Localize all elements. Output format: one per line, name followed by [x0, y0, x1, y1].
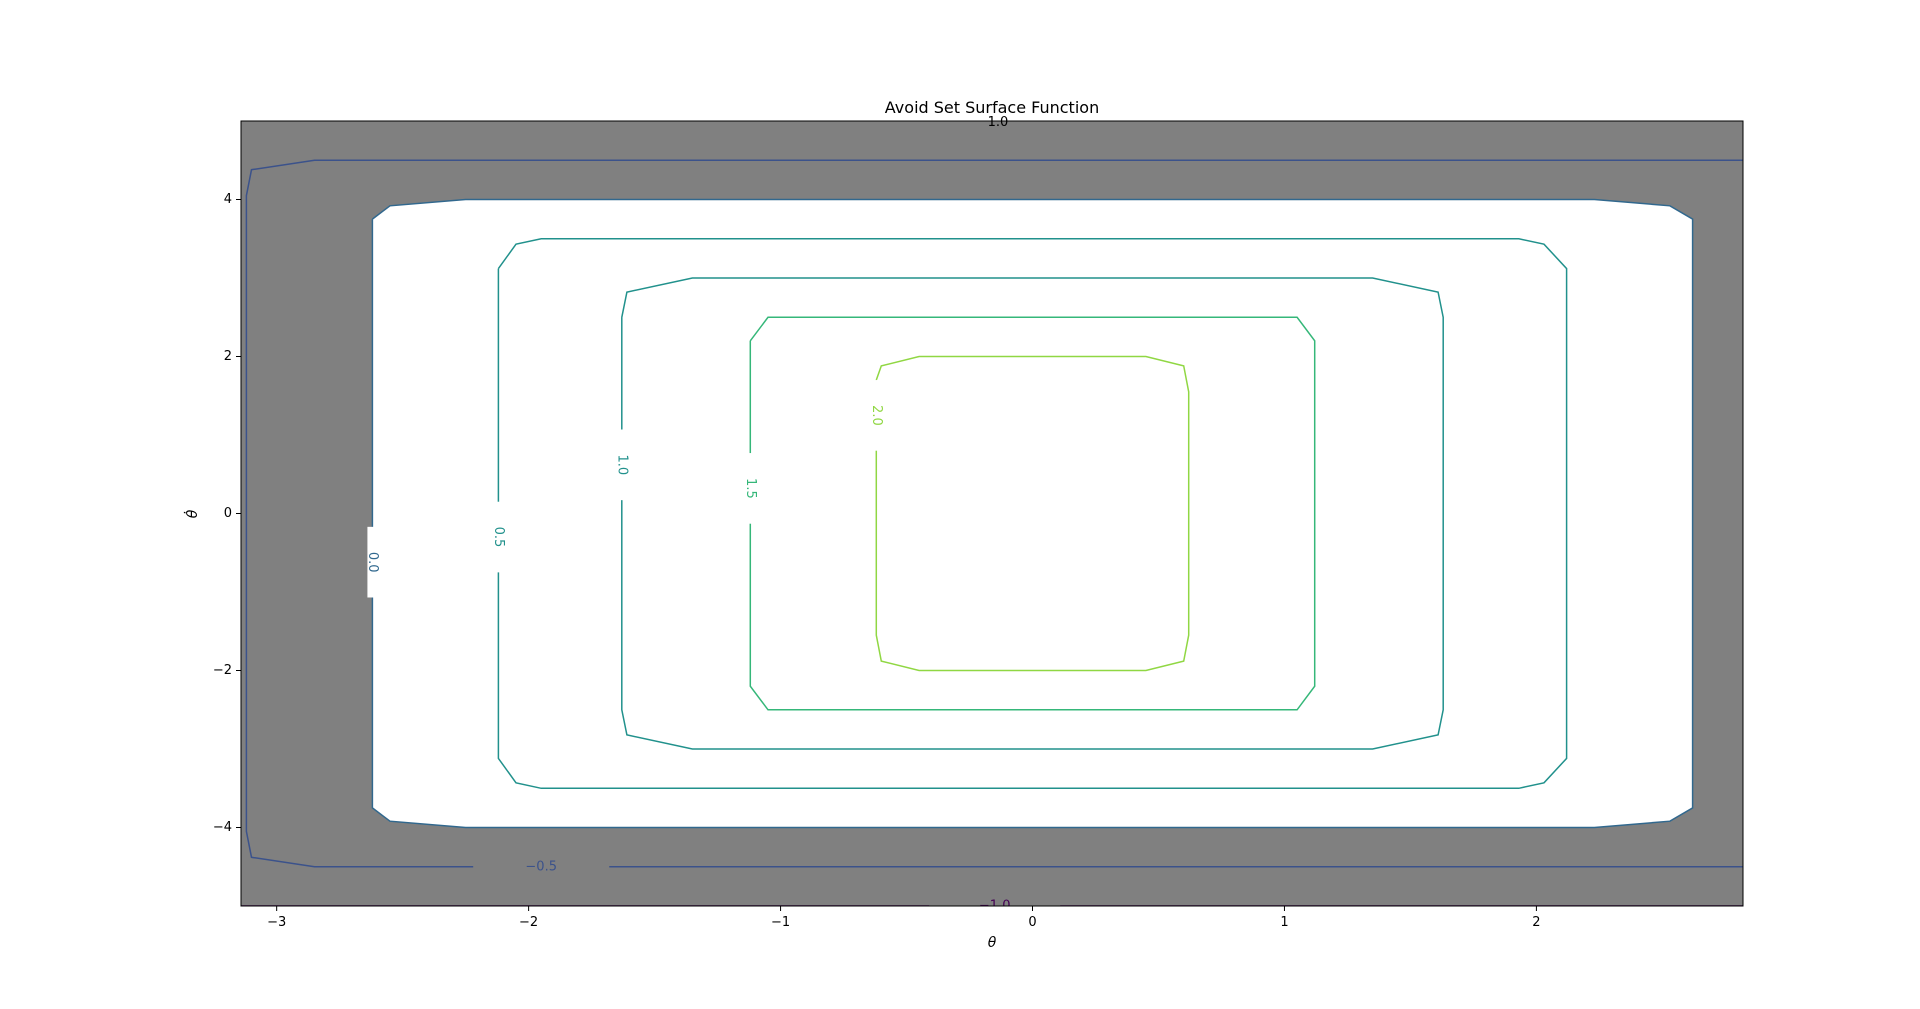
x-tick-label: 0: [1028, 915, 1036, 930]
contour-line-2: [371, 198, 1694, 829]
contour-label-gap-3: [493, 501, 504, 573]
contour-label-0: −1.0: [979, 899, 1011, 914]
x-tick-label: 2: [1532, 915, 1540, 930]
contour-label-gap-5: [745, 453, 756, 524]
safe-region: [372, 199, 1693, 828]
contour-label-1: −0.5: [525, 859, 557, 874]
contour-label-gap-0: [929, 901, 1061, 906]
contour-line-1: [245, 159, 1743, 868]
contour-label-5: 1.5: [743, 478, 758, 499]
y-tick-label: 4: [224, 192, 232, 207]
chart-title: Avoid Set Surface Function: [885, 98, 1099, 117]
contour-label-gap-2: [367, 526, 378, 598]
y-tick-label: −2: [213, 663, 232, 678]
y-axis: −4 −2 0 2 4: [213, 192, 241, 835]
y-tick-label: 2: [224, 349, 232, 364]
x-axis: −3 −2 −1 0 1 2: [267, 906, 1541, 930]
contour-line-3: [497, 238, 1568, 790]
contour-label-6: 2.0: [869, 405, 884, 426]
contour-label-4: 1.0: [614, 454, 629, 475]
contour-label-2: 0.0: [365, 552, 380, 573]
y-tick-label: 0: [224, 506, 232, 521]
contour-line-5: [749, 316, 1316, 711]
contour-label-gap-1: [473, 861, 610, 872]
plot-area: −1.0 −0.5 0.0 0.5 1.0 1.5 2.0: [241, 121, 1743, 914]
top-clipped-label: 1.0: [988, 115, 1009, 130]
x-tick-label: 1: [1280, 915, 1288, 930]
y-tick-label: −4: [213, 820, 232, 835]
contour-line-6: [875, 355, 1190, 672]
x-tick-label: −1: [771, 915, 790, 930]
contour-line-4: [621, 277, 1444, 750]
contour-label-3: 0.5: [491, 527, 506, 548]
contour-label-gap-4: [616, 429, 627, 501]
y-axis-label: θ̇: [183, 509, 201, 518]
x-axis-label: θ: [988, 935, 997, 951]
contour-label-gap-6: [871, 380, 882, 451]
x-tick-label: −3: [267, 915, 286, 930]
x-tick-label: −2: [519, 915, 538, 930]
